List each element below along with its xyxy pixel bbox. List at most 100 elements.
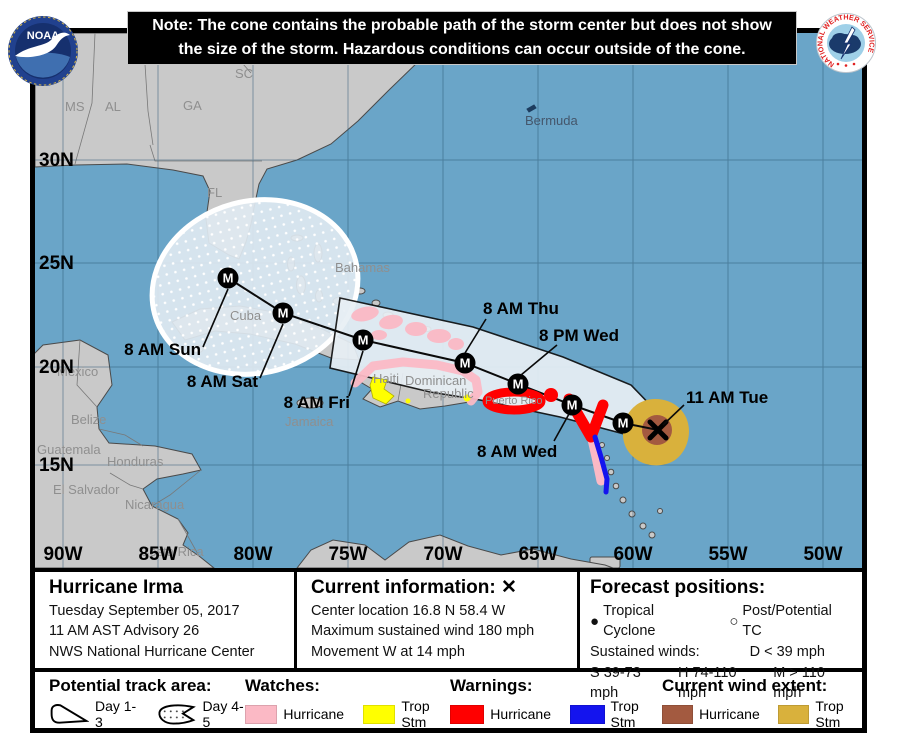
legend-watches: Watches: Hurricane Trop Stm [245, 676, 450, 730]
land-bermuda-islet [526, 104, 537, 113]
marker-8pm-wed: M [507, 373, 529, 395]
current-info-panel: Current information: ✕ Center location 1… [297, 572, 580, 668]
forecast-position-markers: M M M M M M M [217, 267, 634, 434]
marker-8am-wed: M [561, 394, 583, 416]
sustained-winds-label: Sustained winds: [590, 644, 700, 661]
wind-extent-title: Current wind extent: [662, 676, 828, 695]
track-time-labels: 8 AM Sun 8 AM Sat 8 AM Fri 8 AM Thu 8 PM… [124, 299, 768, 461]
longitude-labels: 90W 85W 80W 75W 70W 65W 60W 55W 50W [43, 544, 842, 565]
svg-text:M: M [223, 271, 234, 286]
nws-lightning-icon [840, 26, 856, 60]
svg-text:60W: 60W [613, 544, 652, 565]
label-mexico: Mexico [57, 364, 98, 379]
svg-text:M: M [618, 416, 629, 431]
label-puerto-rico: Puerto Rico [485, 395, 542, 407]
trop-stm-warning-swatch [570, 704, 605, 724]
label-al: AL [105, 99, 121, 114]
label-haiti: Haiti [373, 371, 399, 386]
svg-text:75W: 75W [328, 544, 367, 565]
cone-day4-5 [149, 197, 361, 377]
storm-advisory: 11 AM AST Advisory 26 [49, 623, 200, 640]
center-location: Center location 16.8 N 58.4 W [311, 602, 506, 619]
nws-logo: NATIONAL WEATHER SERVICE [816, 13, 876, 73]
label-8am-sun: 8 AM Sun [124, 340, 201, 359]
day4-5-label: Day 4-5 [202, 698, 244, 731]
label-cuba: Cuba [230, 308, 262, 323]
hurricane-watch-label: Hurricane [283, 706, 345, 723]
cone-disclaimer-note: Note: The cone contains the probable pat… [127, 11, 797, 65]
forecast-cone-map: M M M M M M M [35, 33, 862, 568]
svg-text:30N: 30N [39, 150, 74, 171]
wind-category-m: M > 110 mph [773, 664, 825, 702]
label-dominican: Dominican [405, 373, 466, 388]
trop-stm-watch-swatch [362, 704, 396, 724]
map-canvas: M M M M M M M [35, 33, 862, 568]
political-borders [74, 33, 404, 557]
label-sc: SC [235, 66, 253, 81]
label-bahamas: Bahamas [335, 260, 390, 275]
trop-stm-warning-label: Trop Stm [610, 698, 639, 731]
post-potential-tc-label: Post/Potential TC [742, 602, 832, 640]
svg-text:M: M [567, 398, 578, 413]
svg-text:80W: 80W [233, 544, 272, 565]
day1-3-label: Day 1-3 [94, 698, 137, 731]
current-info-title: Current information: ✕ [311, 577, 517, 598]
trop-stm-extent-label: Trop Stm [815, 698, 844, 731]
forecast-positions-title: Forecast positions: [590, 577, 766, 598]
noaa-seagull-icon [15, 32, 70, 58]
note-line-2: the size of the storm. Hazardous conditi… [178, 41, 746, 58]
marker-2am-wed: M [612, 412, 634, 434]
max-sustained-wind: Maximum sustained wind 180 mph [311, 623, 535, 640]
trop-stm-extent-swatch [778, 704, 810, 724]
hurricane-warning-label: Hurricane [490, 706, 551, 723]
tropical-cyclone-icon: ● [590, 612, 600, 630]
svg-text:15N: 15N [39, 455, 74, 476]
noaa-lower-hemisphere [16, 52, 70, 78]
label-el-salvador: El Salvador [53, 482, 120, 497]
svg-text:90W: 90W [43, 544, 82, 565]
label-honduras: Honduras [107, 454, 164, 469]
label-guatemala: Guatemala [37, 442, 101, 457]
forecast-positions-panel: Forecast positions: ● Tropical Cyclone ○… [580, 572, 862, 701]
warnings-title: Warnings: [450, 676, 533, 695]
wind-category-h: H 74-110 mph [677, 664, 737, 702]
label-8am-wed: 8 AM Wed [477, 442, 557, 461]
hurricane-extent-label: Hurricane [699, 706, 760, 723]
legend-wind-extent: Current wind extent: Hurricane Trop Stm [662, 676, 862, 730]
land-south-america [296, 534, 614, 568]
noaa-wordmark: NOAA [27, 30, 59, 42]
movement: Movement W at 14 mph [311, 644, 465, 661]
label-republic: Republic [423, 386, 474, 401]
marker-8am-fri: M [352, 329, 374, 351]
noaa-logo: NOAA [8, 16, 78, 86]
svg-text:55W: 55W [708, 544, 747, 565]
hurricane-watch-swatch [245, 704, 278, 724]
label-11am-tue: 11 AM Tue [686, 388, 768, 407]
svg-text:65W: 65W [518, 544, 557, 565]
storm-agency: NWS National Hurricane Center [49, 644, 255, 661]
graphic-frame: M M M M M M M [30, 28, 867, 733]
day1-3-cone-icon [50, 704, 89, 725]
svg-text:25N: 25N [39, 253, 74, 274]
place-labels: MS AL GA SC FL Bermuda Bahamas Cuba Mexi… [37, 66, 579, 559]
svg-text:50W: 50W [803, 544, 842, 565]
svg-text:M: M [358, 333, 369, 348]
storm-info-panel: Hurricane Irma Tuesday September 05, 201… [35, 572, 297, 668]
label-costa-rica: Costa Rica [140, 544, 204, 559]
legend-warnings: Warnings: Hurricane Trop Stm [450, 676, 662, 730]
hurricane-extent-swatch [662, 704, 694, 724]
potential-track-title: Potential track area: [49, 676, 212, 695]
label-nicaragua: Nicaragua [125, 497, 185, 512]
svg-text:70W: 70W [423, 544, 462, 565]
latitude-labels: 30N 25N 20N 15N [39, 150, 74, 476]
watches-title: Watches: [245, 676, 320, 695]
storm-date: Tuesday September 05, 2017 [49, 602, 240, 619]
land-central-america [35, 339, 215, 568]
svg-text:M: M [513, 377, 524, 392]
marker-8am-sat: M [272, 302, 294, 324]
label-jamaica: Jamaica [285, 414, 334, 429]
legend-bar: Potential track area: Day 1-3 Day 4-5 Wa… [35, 668, 862, 730]
label-8am-thu: 8 AM Thu [483, 299, 559, 318]
svg-text:M: M [460, 356, 471, 371]
